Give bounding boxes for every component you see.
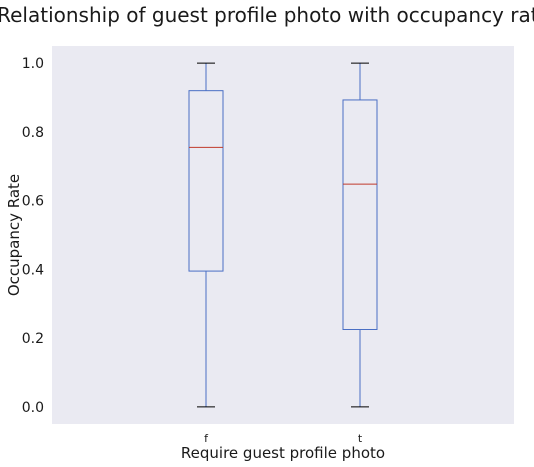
box-f — [188, 62, 224, 408]
iqr-box — [188, 90, 224, 272]
box-t — [342, 62, 378, 408]
y-tick-label: 0.0 — [22, 400, 44, 416]
box-series — [188, 62, 378, 408]
y-tick-label: 0.2 — [22, 331, 44, 347]
y-tick-label: 0.6 — [22, 194, 44, 210]
y-tick-label: 1.0 — [22, 56, 44, 72]
y-axis-ticks: 0.0 0.2 0.4 0.6 0.8 1.0 — [22, 56, 44, 416]
x-axis-label: Require guest profile photo — [181, 444, 385, 462]
x-tick-label: t — [358, 432, 363, 445]
chart-title: Relationship of guest profile photo with… — [0, 3, 534, 27]
x-tick-label: f — [204, 432, 209, 445]
y-axis-label: Occupancy Rate — [5, 174, 23, 296]
iqr-box — [342, 99, 378, 330]
y-tick-label: 0.4 — [22, 262, 44, 278]
y-tick-label: 0.8 — [22, 125, 44, 141]
plot-area — [52, 46, 514, 424]
